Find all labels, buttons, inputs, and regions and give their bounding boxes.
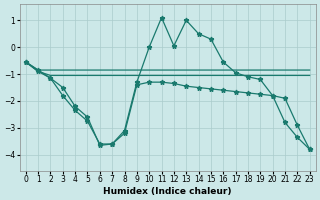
X-axis label: Humidex (Indice chaleur): Humidex (Indice chaleur) (103, 187, 232, 196)
